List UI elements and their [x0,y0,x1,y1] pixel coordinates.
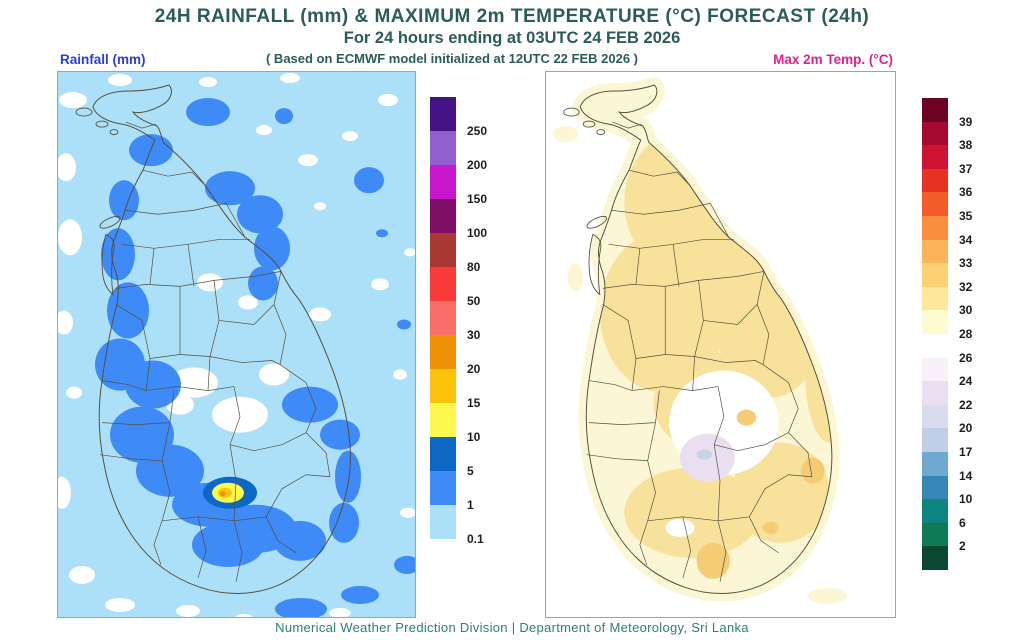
legend-segment: 36 [922,168,972,199]
legend-tick-label: 14 [959,468,973,483]
legend-segment: 200 [430,131,487,172]
legend-segment: 28 [922,310,972,341]
legend-tick-label: 37 [959,161,973,176]
legend-tick-label: 22 [959,397,973,412]
rain-1mm-patches [95,98,415,617]
legend-segment: 10 [430,403,480,444]
legend-segment: 6 [922,499,966,530]
legend-segment: 2 [922,522,966,553]
legend-segment: 38 [922,121,972,152]
temperature-map [545,71,896,618]
legend-segment: 20 [430,335,480,376]
legend-segment: 5 [430,437,474,478]
rainfall-legend: 250 200 150 100 80 50 30 20 15 10 5 1 0.1 [430,97,487,546]
legend-segment: 32 [922,263,972,294]
legend-segment: 15 [430,369,480,410]
legend-segment: 34 [922,215,972,247]
legend-tick-label: 33 [959,256,973,271]
legend-tick-label: 38 [959,138,973,153]
legend-tick-label: 20 [959,421,973,436]
legend-tick-label: 24 [959,374,973,389]
model-note: ( Based on ECMWF model initialized at 12… [265,51,639,66]
legend-tick-label: 26 [959,350,973,365]
legend-tick-label: 35 [959,208,973,223]
legend-segment: 250 [430,97,487,138]
legend-tick-label: 100 [467,226,488,240]
legend-tick-label: 30 [959,303,973,318]
legend-segment: 80 [430,233,480,274]
legend-tick-label: 10 [959,492,973,507]
legend-segment: 100 [430,199,487,240]
legend-tick-label: 80 [467,260,481,274]
rain-maximum-bullseye [203,476,257,509]
legend-tick-label: 6 [959,515,966,530]
legend-segment: 33 [922,239,972,270]
legend-tick-label: 20 [467,362,481,376]
temp-coastal-halo [552,85,848,604]
legend-segment: 20 [922,404,972,435]
legend-segment: 35 [922,192,972,223]
legend-segment: 39 [922,98,972,129]
legend-tick-label: 39 [959,114,973,129]
legend-tick-label: 200 [467,158,488,172]
legend-segment [922,546,948,570]
footer-credit: Numerical Weather Prediction Division | … [275,620,749,635]
legend-segment: 37 [922,145,972,176]
legend-tick-label: 30 [467,328,481,342]
page-title: 24H RAINFALL (mm) & MAXIMUM 2m TEMPERATU… [154,6,870,27]
legend-segment: 1 [430,471,474,512]
legend-segment: 10 [922,475,972,506]
legend-tick-label: 36 [959,185,973,200]
legend-segment: 14 [922,451,972,483]
legend-tick-label: 15 [467,396,481,410]
legend-segment: 22 [922,381,972,412]
forecast-period: For 24 hours ending at 03UTC 24 FEB 2026 [343,29,681,47]
legend-segment: 30 [922,286,972,317]
legend-segment: 24 [922,357,972,388]
rainfall-map-svg [58,72,415,617]
legend-segment: 30 [430,301,480,342]
legend-segment: 17 [922,428,972,459]
legend-tick-label: 150 [467,192,488,206]
legend-tick-label: 28 [959,326,973,341]
temperature-panel-label: Max 2m Temp. (°C) [773,52,893,67]
legend-tick-label: 250 [467,124,488,138]
legend-tick-label: 1 [467,498,474,512]
legend-tick-label: 34 [959,232,973,247]
legend-tick-label: 50 [467,294,481,308]
temperature-legend: 39 38 37 36 35 34 33 32 30 28 26 24 22 20 17 14 10 6 2 [922,98,972,570]
temperature-map-svg [546,72,895,617]
legend-tick-label: 0.1 [467,532,484,546]
legend-segment: 150 [430,165,487,206]
legend-tick-label: 10 [467,430,481,444]
legend-segment: 0.1 [430,505,484,546]
legend-segment: 50 [430,267,480,308]
rainfall-map [57,71,416,618]
legend-tick-label: 2 [959,539,966,554]
legend-tick-label: 32 [959,279,973,294]
legend-segment: 26 [922,333,972,365]
rainfall-panel-label: Rainfall (mm) [60,52,146,67]
legend-tick-label: 17 [959,444,973,459]
legend-tick-label: 5 [467,464,474,478]
